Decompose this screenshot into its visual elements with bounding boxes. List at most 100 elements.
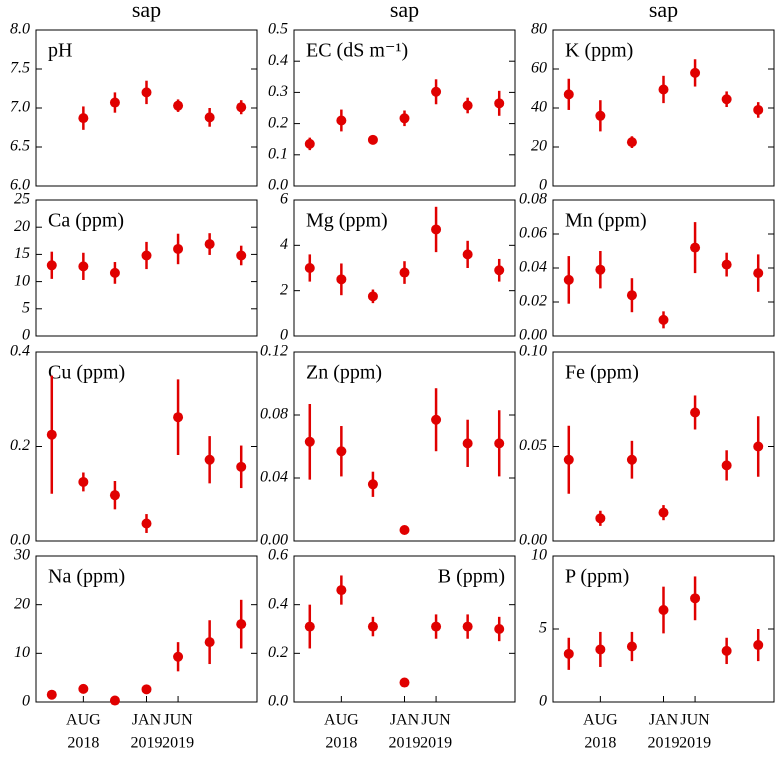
- point: [462, 621, 473, 632]
- point: [753, 104, 764, 115]
- point: [46, 429, 57, 440]
- point: [304, 263, 315, 273]
- point: [304, 621, 315, 632]
- point: [109, 97, 120, 108]
- y-tick-label: 60: [531, 60, 547, 77]
- point: [462, 100, 473, 111]
- x-tick-label: JUN: [421, 712, 451, 729]
- point: [563, 89, 574, 100]
- point: [336, 585, 347, 596]
- point: [563, 454, 574, 465]
- point: [304, 436, 315, 447]
- point: [658, 84, 669, 95]
- point: [173, 412, 184, 423]
- panel-label: Mg (ppm): [306, 210, 388, 232]
- point: [109, 490, 120, 501]
- point: [494, 265, 505, 276]
- point: [690, 407, 701, 418]
- point: [78, 261, 89, 272]
- panel-label: K (ppm): [565, 40, 633, 62]
- x-tick-label: 2018: [67, 735, 99, 752]
- panel-label: pH: [48, 40, 72, 62]
- y-tick-label: 0.00: [519, 327, 547, 344]
- point: [494, 624, 505, 634]
- point: [46, 689, 57, 700]
- point: [626, 454, 637, 465]
- panel-label: EC (dS m⁻¹): [306, 40, 408, 62]
- point: [721, 94, 732, 105]
- point: [595, 110, 606, 121]
- y-tick-label: 0.0: [268, 693, 288, 710]
- panel-label: Ca (ppm): [48, 210, 124, 232]
- panel-label: Cu (ppm): [48, 362, 125, 384]
- point: [462, 438, 473, 449]
- y-tick-label: 6.5: [10, 138, 30, 155]
- point: [109, 695, 120, 706]
- point: [690, 593, 701, 604]
- y-tick-label: 0.04: [519, 259, 547, 276]
- point: [336, 446, 347, 457]
- point: [721, 259, 732, 270]
- x-tick-label: 2019: [389, 735, 421, 752]
- point: [626, 641, 637, 652]
- point: [336, 115, 347, 126]
- y-tick-label: 2: [280, 281, 288, 298]
- point: [494, 438, 505, 449]
- point: [595, 264, 606, 275]
- y-tick-label: 10: [14, 272, 30, 289]
- y-tick-label: 0.12: [260, 343, 288, 360]
- point: [204, 239, 215, 250]
- point: [563, 274, 574, 285]
- y-tick-label: 4: [280, 236, 288, 253]
- column-title: sap: [132, 0, 161, 22]
- x-tick-label: AUG: [66, 712, 101, 729]
- y-tick-label: 0.0: [10, 532, 30, 549]
- point: [78, 113, 89, 124]
- point: [173, 243, 184, 254]
- y-tick-label: 0.0: [268, 177, 288, 194]
- panel-label: Mn (ppm): [565, 210, 647, 232]
- point: [658, 507, 669, 518]
- y-tick-label: 0: [22, 327, 30, 344]
- point: [236, 102, 247, 113]
- point: [595, 644, 606, 655]
- y-tick-label: 20: [531, 138, 547, 155]
- y-tick-label: 6: [280, 191, 288, 208]
- y-tick-label: 0: [539, 693, 547, 710]
- column-title: sap: [649, 0, 678, 22]
- point: [367, 291, 378, 302]
- panel-label: B (ppm): [438, 566, 505, 588]
- y-tick-label: 0.3: [268, 83, 288, 100]
- y-tick-label: 8.0: [10, 21, 30, 38]
- point: [109, 267, 120, 278]
- point: [721, 460, 732, 471]
- x-tick-label: 2018: [325, 735, 357, 752]
- y-tick-label: 0.2: [268, 644, 288, 661]
- point: [46, 260, 57, 271]
- y-tick-label: 0.08: [519, 191, 547, 208]
- y-tick-label: 0.4: [10, 343, 30, 360]
- point: [141, 87, 152, 98]
- point: [431, 224, 442, 235]
- y-tick-label: 20: [14, 595, 30, 612]
- point: [753, 268, 764, 279]
- y-tick-label: 5: [22, 299, 30, 316]
- point: [78, 683, 89, 694]
- x-tick-label: 2019: [162, 735, 194, 752]
- point: [658, 605, 669, 616]
- point: [236, 619, 247, 630]
- point: [141, 684, 152, 695]
- panel-label: P (ppm): [565, 566, 629, 588]
- y-tick-label: 10: [14, 644, 30, 661]
- point: [399, 524, 410, 535]
- y-tick-label: 7.5: [10, 60, 30, 77]
- point: [563, 648, 574, 659]
- point: [690, 242, 701, 253]
- y-tick-label: 0.00: [260, 532, 288, 549]
- y-tick-label: 0.02: [519, 293, 547, 310]
- point: [399, 267, 410, 278]
- point: [367, 134, 378, 145]
- y-tick-label: 0.2: [268, 114, 288, 131]
- point: [462, 249, 473, 260]
- x-tick-label: 2019: [679, 735, 711, 752]
